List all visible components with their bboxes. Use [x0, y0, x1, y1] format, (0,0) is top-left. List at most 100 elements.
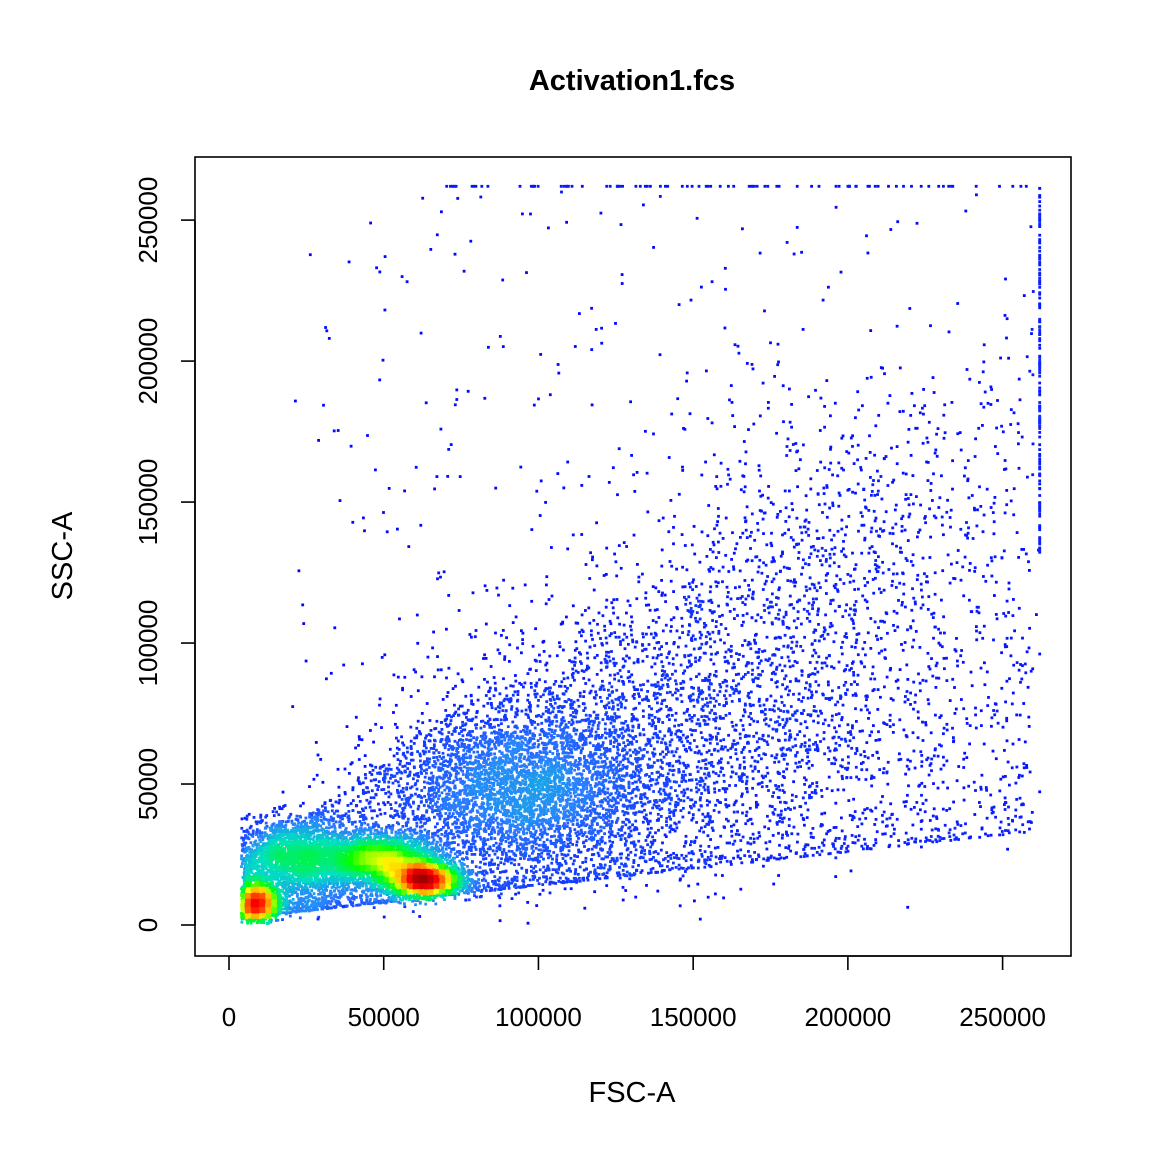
- data-point: [439, 731, 442, 735]
- data-point: [416, 750, 419, 753]
- data-point: [498, 335, 502, 338]
- data-point: [693, 739, 696, 742]
- data-point: [737, 682, 741, 686]
- data-point: [382, 915, 386, 919]
- data-point: [392, 673, 396, 677]
- data-point: [556, 472, 560, 475]
- data-point: [1000, 424, 1003, 428]
- data-point: [663, 670, 667, 673]
- data-point: [387, 780, 391, 784]
- data-point: [387, 785, 390, 789]
- data-point: [917, 716, 920, 720]
- data-point: [1020, 435, 1024, 439]
- data-point: [395, 752, 399, 755]
- data-point: [651, 867, 655, 870]
- data-point: [672, 542, 675, 546]
- data-point: [776, 720, 779, 723]
- data-point: [656, 759, 660, 762]
- data-point: [697, 184, 701, 188]
- data-point: [681, 733, 685, 737]
- data-point: [601, 848, 604, 851]
- data-point: [767, 611, 771, 615]
- data-point: [621, 886, 625, 889]
- data-point: [716, 520, 719, 523]
- data-point: [563, 853, 566, 857]
- data-point: [885, 770, 889, 774]
- data-point: [501, 887, 505, 891]
- data-point: [561, 671, 565, 675]
- data-point: [514, 892, 517, 896]
- data-point: [660, 741, 663, 744]
- data-point: [516, 871, 519, 875]
- data-point: [1017, 466, 1021, 470]
- data-point: [741, 772, 744, 776]
- data-point: [839, 851, 842, 854]
- data-point: [758, 697, 761, 701]
- data-point: [580, 662, 583, 665]
- data-point: [871, 665, 875, 669]
- data-point: [794, 744, 798, 747]
- data-point: [834, 758, 838, 762]
- data-point: [684, 598, 688, 601]
- data-point: [593, 644, 597, 647]
- data-point: [389, 792, 393, 796]
- data-point: [963, 466, 967, 470]
- data-point: [794, 753, 798, 757]
- data-point: [924, 515, 927, 518]
- data-point: [674, 669, 677, 673]
- data-point: [898, 550, 902, 554]
- data-point: [820, 661, 824, 665]
- data-point: [580, 184, 584, 188]
- data-point: [733, 343, 737, 347]
- data-point: [1002, 612, 1006, 615]
- data-point: [886, 401, 890, 405]
- data-point: [1011, 742, 1015, 746]
- data-point: [361, 788, 365, 792]
- data-point: [749, 817, 753, 821]
- data-point: [990, 388, 993, 391]
- data-point: [991, 810, 995, 814]
- data-point: [788, 567, 791, 570]
- data-point: [470, 699, 473, 703]
- data-point: [651, 835, 654, 839]
- data-point: [646, 843, 649, 847]
- data-point: [983, 661, 986, 665]
- data-point: [728, 784, 731, 787]
- data-point: [828, 556, 832, 560]
- data-point: [378, 270, 382, 274]
- data-point: [659, 184, 662, 188]
- data-point: [1020, 803, 1023, 807]
- data-point: [862, 523, 866, 527]
- data-point: [682, 427, 685, 430]
- data-point: [391, 781, 395, 785]
- data-point: [660, 767, 664, 770]
- data-point: [355, 804, 358, 807]
- data-point: [743, 516, 747, 520]
- data-point: [642, 733, 646, 737]
- data-point: [1031, 667, 1035, 671]
- data-point: [459, 726, 462, 730]
- data-point: [510, 897, 514, 900]
- data-point: [999, 820, 1003, 824]
- data-point: [1038, 215, 1042, 219]
- data-point: [788, 717, 792, 721]
- data-point: [403, 905, 407, 909]
- data-point: [573, 854, 576, 857]
- data-point: [593, 872, 597, 875]
- data-point: [496, 648, 500, 652]
- data-point: [526, 884, 530, 887]
- data-point: [471, 730, 474, 733]
- data-point: [594, 845, 598, 849]
- data-point: [511, 720, 515, 724]
- data-point: [524, 708, 528, 712]
- data-point: [571, 676, 575, 679]
- data-point: [776, 513, 780, 516]
- data-point: [640, 849, 644, 853]
- data-point: [561, 692, 565, 696]
- data-point: [804, 585, 808, 589]
- data-point: [646, 835, 649, 839]
- data-point: [532, 871, 536, 874]
- data-point: [569, 856, 573, 860]
- data-point: [689, 615, 693, 619]
- data-point: [676, 397, 680, 401]
